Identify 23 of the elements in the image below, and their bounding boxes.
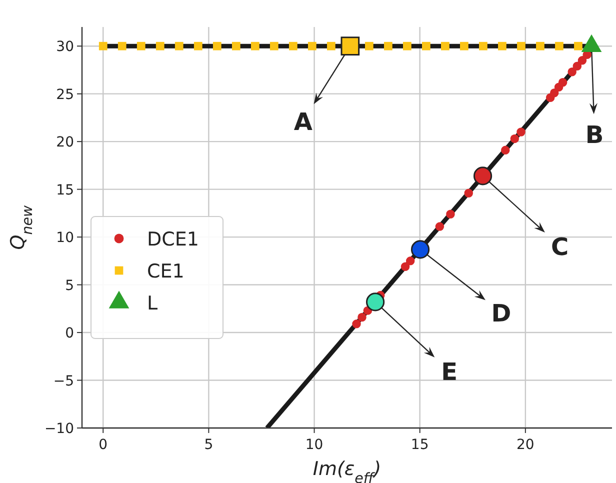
x-tick-label: 0	[98, 437, 108, 453]
annotation: D	[491, 299, 512, 328]
legend-label: L	[147, 292, 158, 314]
y-tick-label: −10	[44, 421, 74, 437]
x-tick-label: 10	[305, 437, 324, 453]
legend-label: DCE1	[147, 228, 199, 250]
y-tick-label: −5	[53, 373, 74, 390]
y-tick-label: 20	[56, 134, 74, 151]
y-tick-label: 0	[65, 326, 74, 342]
annotation: B	[585, 121, 604, 150]
annotation: C	[550, 232, 569, 261]
y-tick-label: 10	[56, 230, 74, 246]
y-tick-label: 15	[56, 182, 74, 198]
y-tick-label: 25	[56, 86, 74, 103]
x-tick-label: 15	[410, 437, 429, 453]
x-tick-label: 5	[204, 437, 214, 453]
y-tick-label: 30	[56, 39, 74, 56]
x-tick-label: 20	[516, 437, 534, 453]
annotation: A	[294, 108, 313, 136]
x-axis-title: Im(ε$_{eff}$)	[312, 458, 382, 483]
y-tick-label: 5	[65, 278, 74, 294]
legend-label: CE1	[147, 260, 184, 282]
annotation: E	[441, 358, 458, 386]
